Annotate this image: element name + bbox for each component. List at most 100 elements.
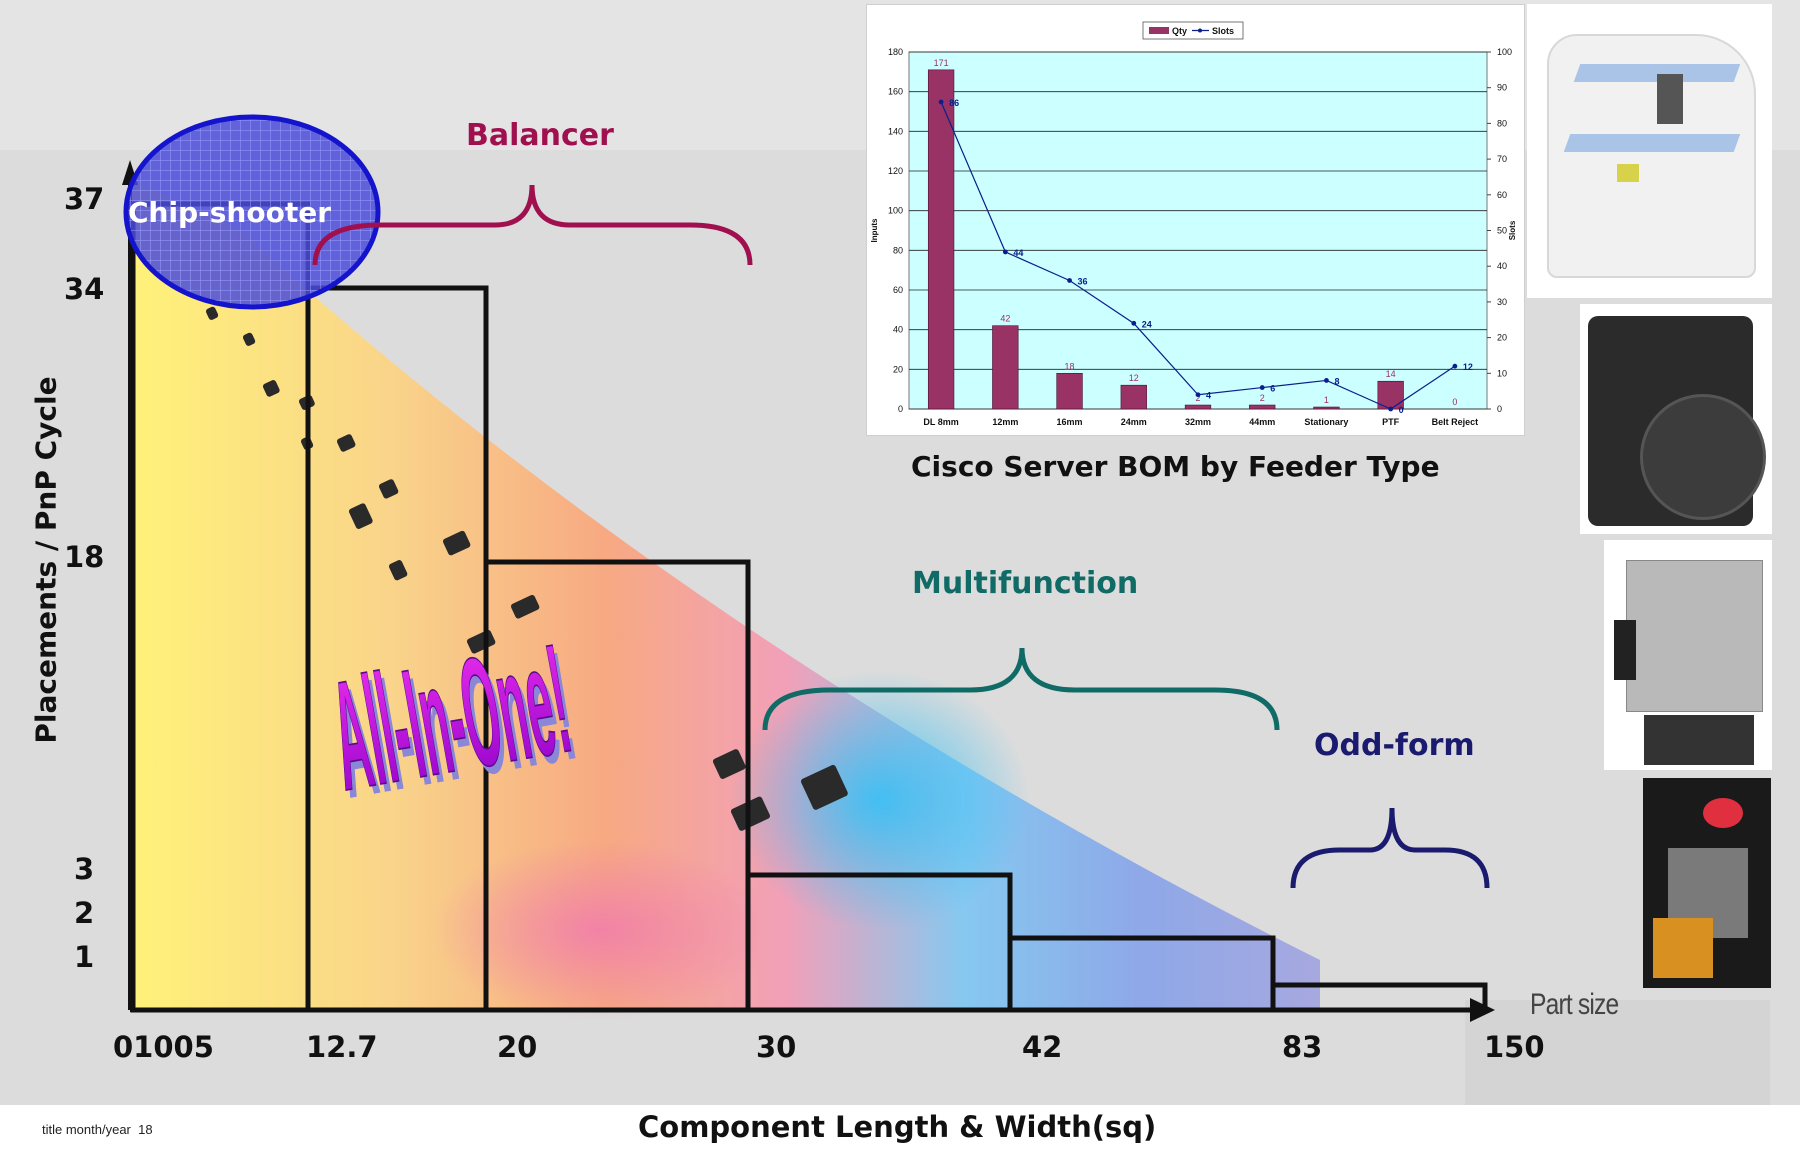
chip-shooter-label: Chip-shooter <box>128 196 331 229</box>
x-axis-title: Component Length & Width(sq) <box>638 1110 1157 1144</box>
inset-y-tick: 80 <box>893 245 903 255</box>
component-blob <box>336 434 356 452</box>
inset-x-tick: 16mm <box>1057 417 1083 427</box>
inset-legend-label: Slots <box>1212 26 1234 36</box>
inset-bar-label: 2 <box>1195 393 1200 403</box>
inset-caption: Cisco Server BOM by Feeder Type <box>911 450 1440 483</box>
inset-y-tick: 160 <box>888 87 903 97</box>
y-tick-label: 3 <box>74 852 95 886</box>
inset-line-point <box>1324 378 1329 383</box>
inset-bar <box>992 325 1019 410</box>
inset-x-tick: 12mm <box>992 417 1018 427</box>
inset-bar <box>1120 384 1147 410</box>
inset-line-label: 12 <box>1463 362 1473 372</box>
inset-legend-marker <box>1198 28 1202 33</box>
bom-inset-chart: 0 20 40 60 80 100 120 140 160 180 0 10 20 30 40 50 60 70 8… <box>866 4 1525 436</box>
inset-y-axis-title: Inputs <box>870 218 879 243</box>
inset-y2-tick: 50 <box>1497 226 1507 236</box>
inset-bar <box>1313 406 1340 410</box>
multifunction-label: Multifunction <box>912 566 1139 601</box>
inset-y-tick: 120 <box>888 166 903 176</box>
component-blob <box>712 749 746 779</box>
inset-line-label: 44 <box>1013 248 1023 258</box>
inset-x-tick: 24mm <box>1121 417 1147 427</box>
x-axis-arrow <box>1470 998 1495 1022</box>
y-tick-label: 1 <box>74 940 95 974</box>
inset-x-tick: PTF <box>1382 417 1400 427</box>
x-tick-label: 01005 <box>113 1030 214 1064</box>
inset-y-tick: 40 <box>893 325 903 335</box>
inset-y2-tick: 90 <box>1497 83 1507 93</box>
tray-feeder-image <box>1604 540 1772 770</box>
inset-line-point <box>1452 363 1458 369</box>
component-blob <box>510 594 540 619</box>
y-tick-label: 18 <box>64 540 105 574</box>
balancer-label: Balancer <box>466 118 614 153</box>
feeder-module-image <box>1580 304 1772 534</box>
inset-y2-tick: 0 <box>1497 404 1502 414</box>
inset-y-tick: 20 <box>893 364 903 374</box>
odd-form-label: Odd-form <box>1314 728 1475 763</box>
inset-line-point <box>1131 320 1137 326</box>
y-tick-label: 34 <box>64 272 105 306</box>
inset-line-label: 6 <box>1270 384 1275 394</box>
y-tick-label: 37 <box>64 182 105 216</box>
inset-y-tick: 180 <box>888 47 903 57</box>
all-in-one-text: All-In-One! <box>320 612 581 824</box>
multifunction-brace <box>762 647 1280 731</box>
x-tick-label: 20 <box>497 1030 538 1064</box>
inset-bar-label: 42 <box>1000 314 1010 324</box>
all-in-one-wordart: All-In-One! All-In-One! <box>320 612 586 832</box>
part-size-label: Part size <box>1530 988 1619 1021</box>
inset-legend-swatch-qty <box>1149 27 1169 34</box>
inset-y-tick: 0 <box>898 404 903 414</box>
x-tick-label: 83 <box>1282 1030 1323 1064</box>
inset-bar-label: 12 <box>1129 373 1139 383</box>
component-blob <box>262 380 280 397</box>
inset-bar-label: 0 <box>1452 397 1457 407</box>
inset-bar-label: 18 <box>1065 361 1075 371</box>
all-in-one-shadow: All-In-One! <box>325 620 586 832</box>
inset-line-label: 0 <box>1399 405 1404 415</box>
inset-bar <box>1056 372 1083 410</box>
inset-y-tick: 100 <box>888 206 903 216</box>
inset-line-label: 86 <box>949 98 959 108</box>
inset-bar <box>1249 404 1276 410</box>
inset-line-label: 36 <box>1078 276 1088 286</box>
inset-bar <box>1184 404 1212 410</box>
placement-head-image <box>1643 778 1771 988</box>
inset-line-point <box>1195 392 1201 398</box>
inset-bar <box>927 69 955 410</box>
inset-y-tick: 140 <box>888 126 903 136</box>
inset-x-tick: 44mm <box>1249 417 1275 427</box>
x-tick-label: 30 <box>756 1030 797 1064</box>
inset-bar-label: 2 <box>1260 393 1265 403</box>
inset-bar-label: 1 <box>1324 395 1329 405</box>
inset-y2-tick: 40 <box>1497 261 1507 271</box>
inset-y2-tick: 10 <box>1497 368 1507 378</box>
component-blob <box>348 503 373 529</box>
x-tick-label: 12.7 <box>306 1030 378 1064</box>
component-blob <box>800 764 848 810</box>
inset-line-label: 4 <box>1206 391 1211 401</box>
inset-bar <box>1377 380 1404 410</box>
inset-y2-tick: 80 <box>1497 118 1507 128</box>
inset-line-point <box>1259 385 1265 390</box>
inset-x-tick: Belt Reject <box>1432 417 1479 427</box>
inset-y2-tick: 30 <box>1497 297 1507 307</box>
inset-x-tick: 32mm <box>1185 417 1211 427</box>
inset-legend: Qty Slots <box>1142 21 1244 40</box>
inset-line-point <box>938 99 944 105</box>
inset-y-tick: 60 <box>893 285 903 295</box>
footer-text: title month/year 18 <box>42 1122 153 1137</box>
inset-line-point <box>1002 249 1008 255</box>
component-blob <box>242 332 256 346</box>
pick-and-place-machine-image <box>1527 4 1772 298</box>
odd-form-brace <box>1290 807 1490 889</box>
inset-y2-tick: 60 <box>1497 190 1507 200</box>
inset-y2-tick: 70 <box>1497 154 1507 164</box>
balancer-brace <box>312 184 753 266</box>
inset-line-point <box>1067 278 1072 283</box>
y-axis-title: Placements / PnP Cycle <box>29 376 63 744</box>
